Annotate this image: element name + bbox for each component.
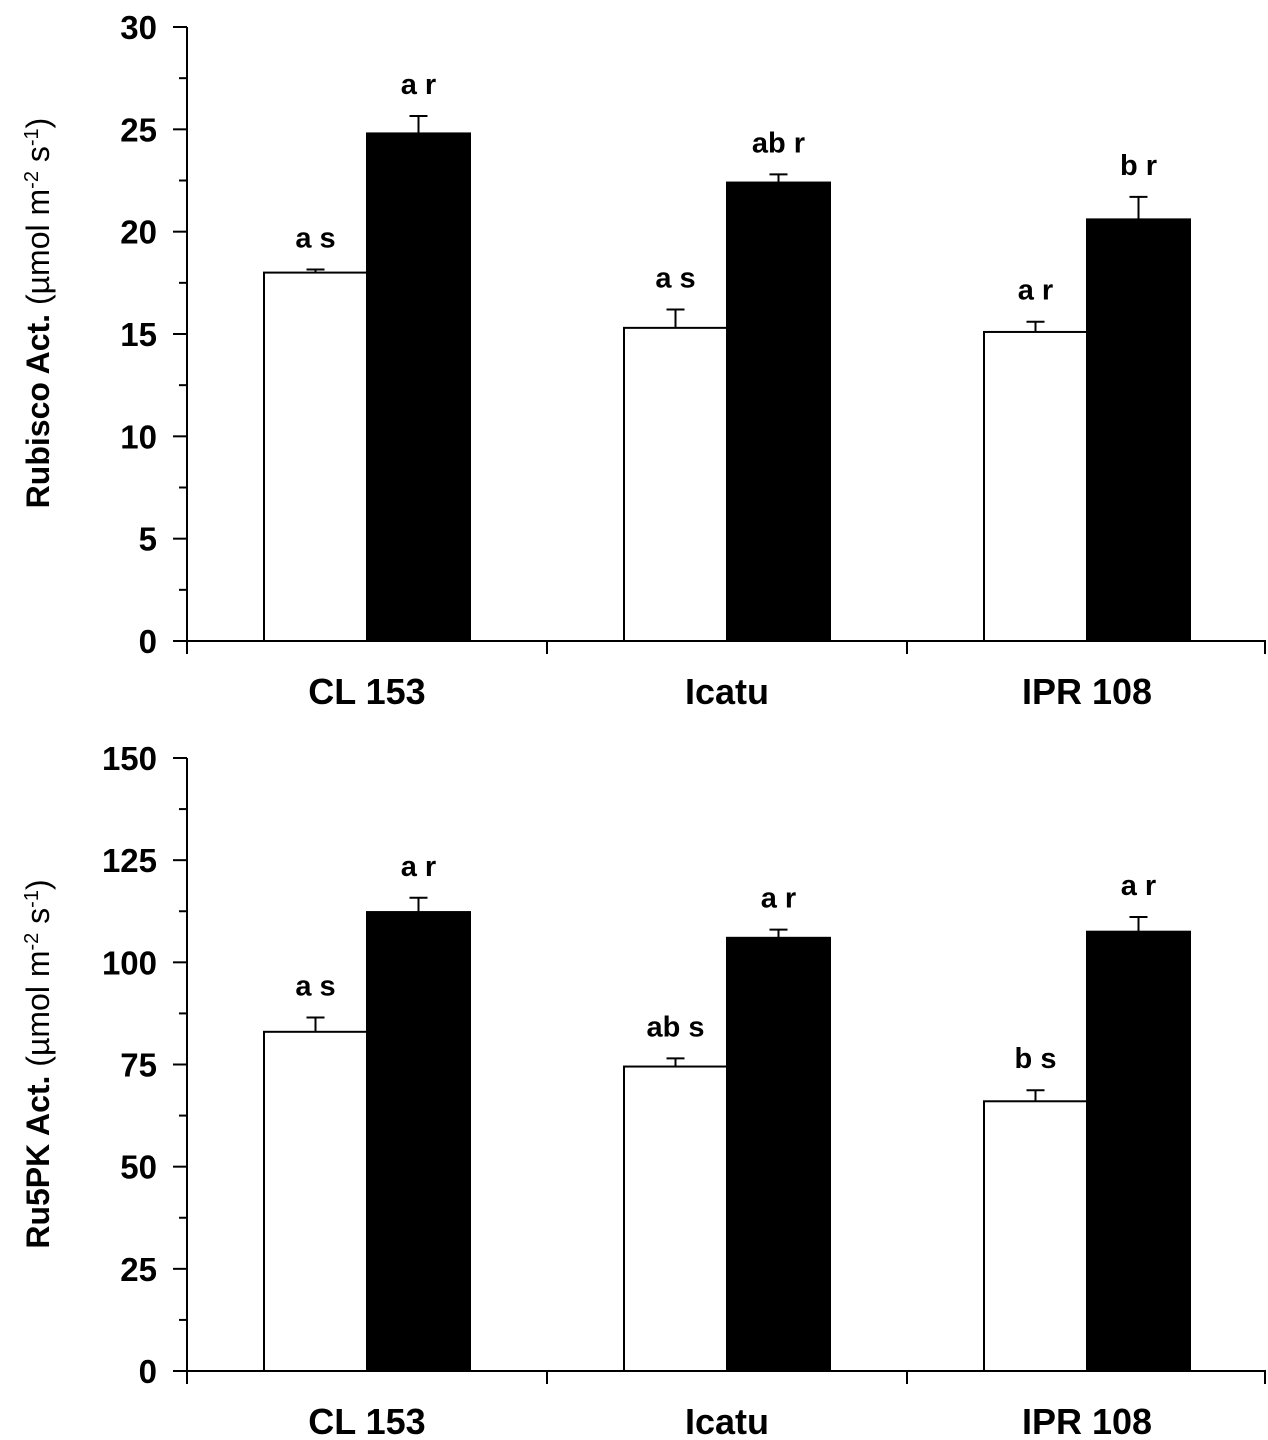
- y-axis-title: Ru5PK Act. (µmol m-2 s-1): [20, 879, 56, 1248]
- y-tick-label: 10: [120, 418, 157, 455]
- y-axis-title-part: ): [20, 879, 56, 890]
- bar-annotation: a r: [761, 883, 796, 915]
- bar: [983, 330, 1088, 642]
- bar-annotation: a s: [655, 262, 695, 294]
- y-tick-label: 15: [120, 316, 157, 353]
- bar: [366, 911, 471, 1372]
- y-axis-title-part: Rubisco Act.: [20, 305, 56, 508]
- x-category-label: CL 153: [308, 1401, 425, 1440]
- x-category-label: IPR 108: [1022, 671, 1152, 712]
- y-tick-label: 0: [139, 623, 157, 660]
- y-axis-title-part: (µmol m: [20, 189, 56, 305]
- y-tick-label: 100: [102, 944, 157, 981]
- bar: [726, 181, 831, 642]
- y-tick-label: 75: [120, 1047, 157, 1084]
- x-category-label: CL 153: [308, 671, 425, 712]
- y-axis-title-part: -2: [21, 933, 43, 951]
- bar: [263, 271, 368, 642]
- bar: [623, 1065, 728, 1372]
- y-tick-label: 5: [139, 521, 157, 558]
- bar-annotation: a s: [295, 971, 335, 1003]
- y-tick-label: 25: [120, 1251, 157, 1288]
- bar: [263, 1030, 368, 1372]
- y-axis-title-part: -2: [21, 171, 43, 189]
- y-tick-label: 20: [120, 214, 157, 251]
- y-axis-title-part: -1: [21, 128, 43, 146]
- bar: [726, 936, 831, 1373]
- bar-annotation: b s: [1015, 1043, 1057, 1075]
- x-category-label: Icatu: [685, 671, 769, 712]
- y-tick-label: 25: [120, 111, 157, 148]
- bar-annotation: a r: [401, 851, 436, 883]
- ru5pk-activity-chart: a s ab s b s a r a r a r 0 25 50 75 100 125 150 CL 15…: [20, 740, 1266, 1440]
- bar-annotation: ab r: [752, 127, 805, 159]
- y-tick-label: 150: [102, 740, 157, 777]
- x-category-label: IPR 108: [1022, 1401, 1152, 1440]
- rubisco-activity-chart: a s a s a r a r ab r b r 0 5 10 15 20 25 30 CL 153 Ica…: [20, 9, 1266, 712]
- bar: [983, 1100, 1088, 1373]
- bar-annotation: a r: [401, 69, 436, 101]
- bar: [366, 132, 471, 642]
- bar-annotation: a s: [295, 223, 335, 255]
- y-axis-title-part: (µmol m: [20, 950, 56, 1066]
- bar-annotation: b r: [1120, 150, 1157, 182]
- y-axis-title-part: -1: [21, 890, 43, 908]
- bar: [623, 326, 728, 642]
- y-tick-label: 0: [139, 1353, 157, 1390]
- y-axis-title: Rubisco Act. (µmol m-2 s-1): [20, 118, 56, 509]
- bar: [1086, 930, 1191, 1373]
- y-axis-title-part: ): [20, 118, 56, 129]
- y-axis-title-part: s: [20, 908, 56, 933]
- bar-annotation: a r: [1018, 275, 1053, 307]
- bar-annotation: a r: [1121, 870, 1156, 902]
- y-tick-label: 125: [102, 842, 157, 879]
- bar: [1086, 218, 1191, 643]
- y-tick-label: 50: [120, 1149, 157, 1186]
- x-category-label: Icatu: [685, 1401, 769, 1440]
- y-axis-title-part: Ru5PK Act.: [20, 1067, 56, 1249]
- y-axis-title-part: s: [20, 146, 56, 171]
- bar-annotation: ab s: [646, 1011, 704, 1043]
- y-tick-label: 30: [120, 9, 157, 46]
